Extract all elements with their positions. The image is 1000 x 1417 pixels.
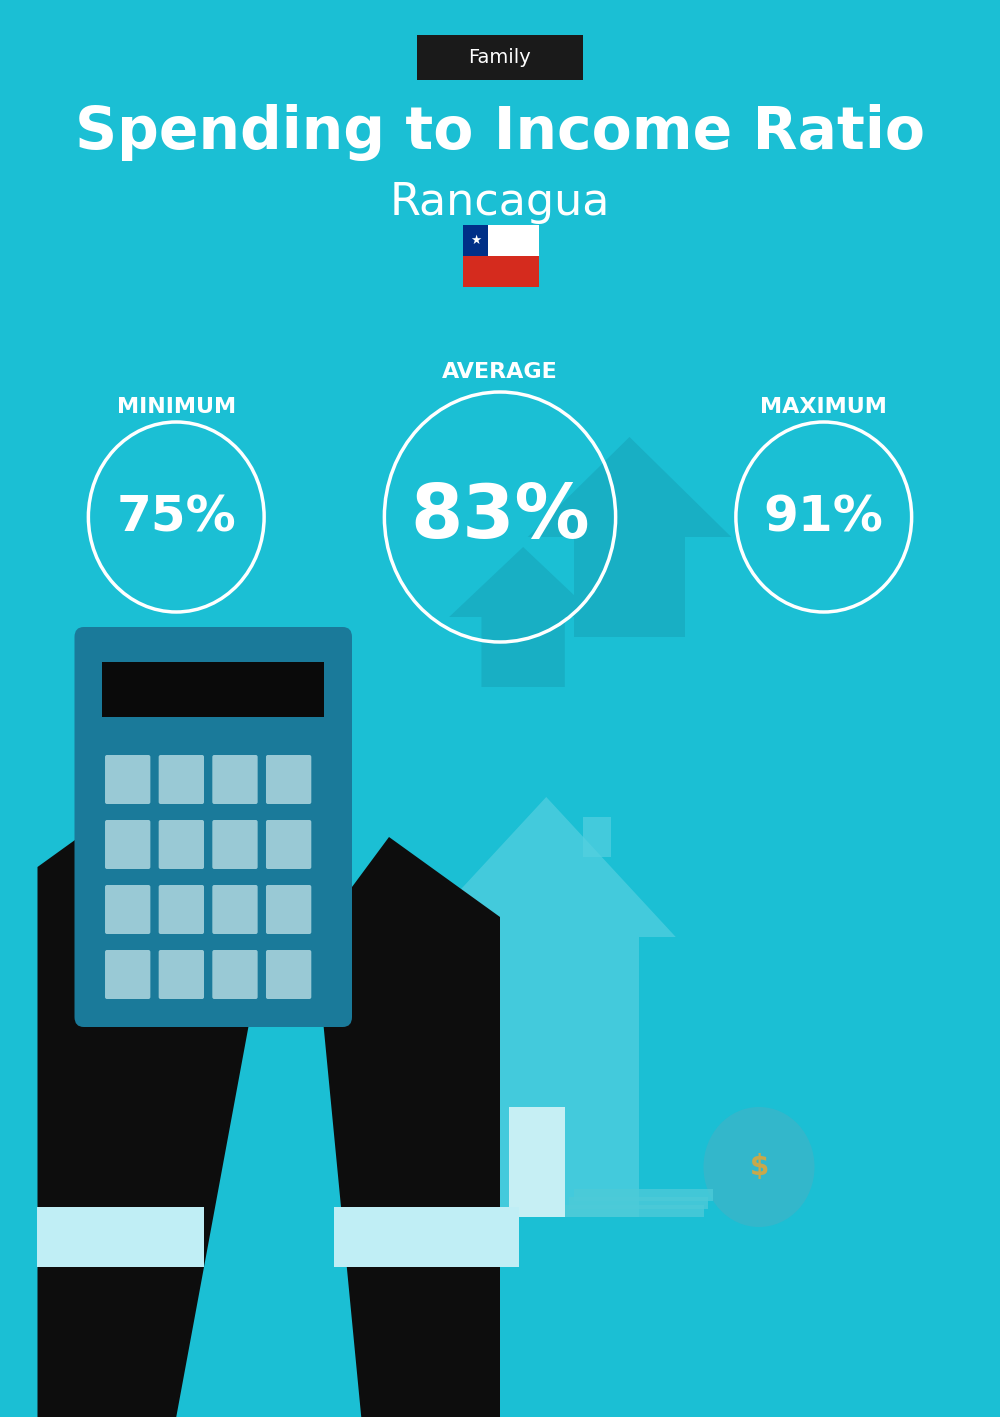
Text: MAXIMUM: MAXIMUM	[760, 397, 887, 417]
Polygon shape	[37, 767, 269, 1417]
Text: 75%: 75%	[116, 493, 236, 541]
Polygon shape	[449, 547, 597, 687]
FancyBboxPatch shape	[159, 820, 204, 869]
FancyBboxPatch shape	[266, 949, 311, 999]
FancyBboxPatch shape	[105, 886, 150, 934]
FancyBboxPatch shape	[463, 225, 488, 256]
FancyBboxPatch shape	[102, 662, 324, 717]
Circle shape	[704, 1107, 814, 1227]
Text: $: $	[749, 1153, 769, 1180]
FancyBboxPatch shape	[488, 225, 539, 256]
FancyBboxPatch shape	[19, 1207, 204, 1267]
Text: AVERAGE: AVERAGE	[442, 361, 558, 383]
Polygon shape	[315, 837, 500, 1417]
FancyBboxPatch shape	[159, 886, 204, 934]
Polygon shape	[454, 937, 639, 1217]
FancyBboxPatch shape	[565, 1204, 704, 1217]
FancyBboxPatch shape	[569, 1197, 708, 1209]
FancyBboxPatch shape	[334, 1207, 518, 1267]
FancyBboxPatch shape	[105, 949, 150, 999]
FancyBboxPatch shape	[463, 256, 539, 288]
FancyBboxPatch shape	[417, 34, 583, 79]
Text: Family: Family	[469, 48, 531, 67]
Text: 91%: 91%	[764, 493, 884, 541]
FancyBboxPatch shape	[212, 886, 258, 934]
FancyBboxPatch shape	[574, 1189, 713, 1202]
FancyBboxPatch shape	[74, 626, 352, 1027]
FancyBboxPatch shape	[212, 820, 258, 869]
Polygon shape	[509, 1107, 565, 1217]
Polygon shape	[528, 436, 731, 638]
Polygon shape	[417, 796, 676, 937]
Text: Rancagua: Rancagua	[390, 180, 610, 224]
FancyBboxPatch shape	[105, 820, 150, 869]
FancyBboxPatch shape	[159, 949, 204, 999]
Text: Spending to Income Ratio: Spending to Income Ratio	[75, 103, 925, 160]
Text: MINIMUM: MINIMUM	[117, 397, 236, 417]
FancyBboxPatch shape	[212, 755, 258, 803]
FancyBboxPatch shape	[159, 755, 204, 803]
FancyBboxPatch shape	[105, 755, 150, 803]
FancyBboxPatch shape	[266, 755, 311, 803]
Text: 83%: 83%	[410, 480, 590, 554]
Text: ★: ★	[470, 234, 481, 247]
Polygon shape	[583, 818, 611, 857]
FancyBboxPatch shape	[266, 886, 311, 934]
FancyBboxPatch shape	[266, 820, 311, 869]
FancyBboxPatch shape	[212, 949, 258, 999]
